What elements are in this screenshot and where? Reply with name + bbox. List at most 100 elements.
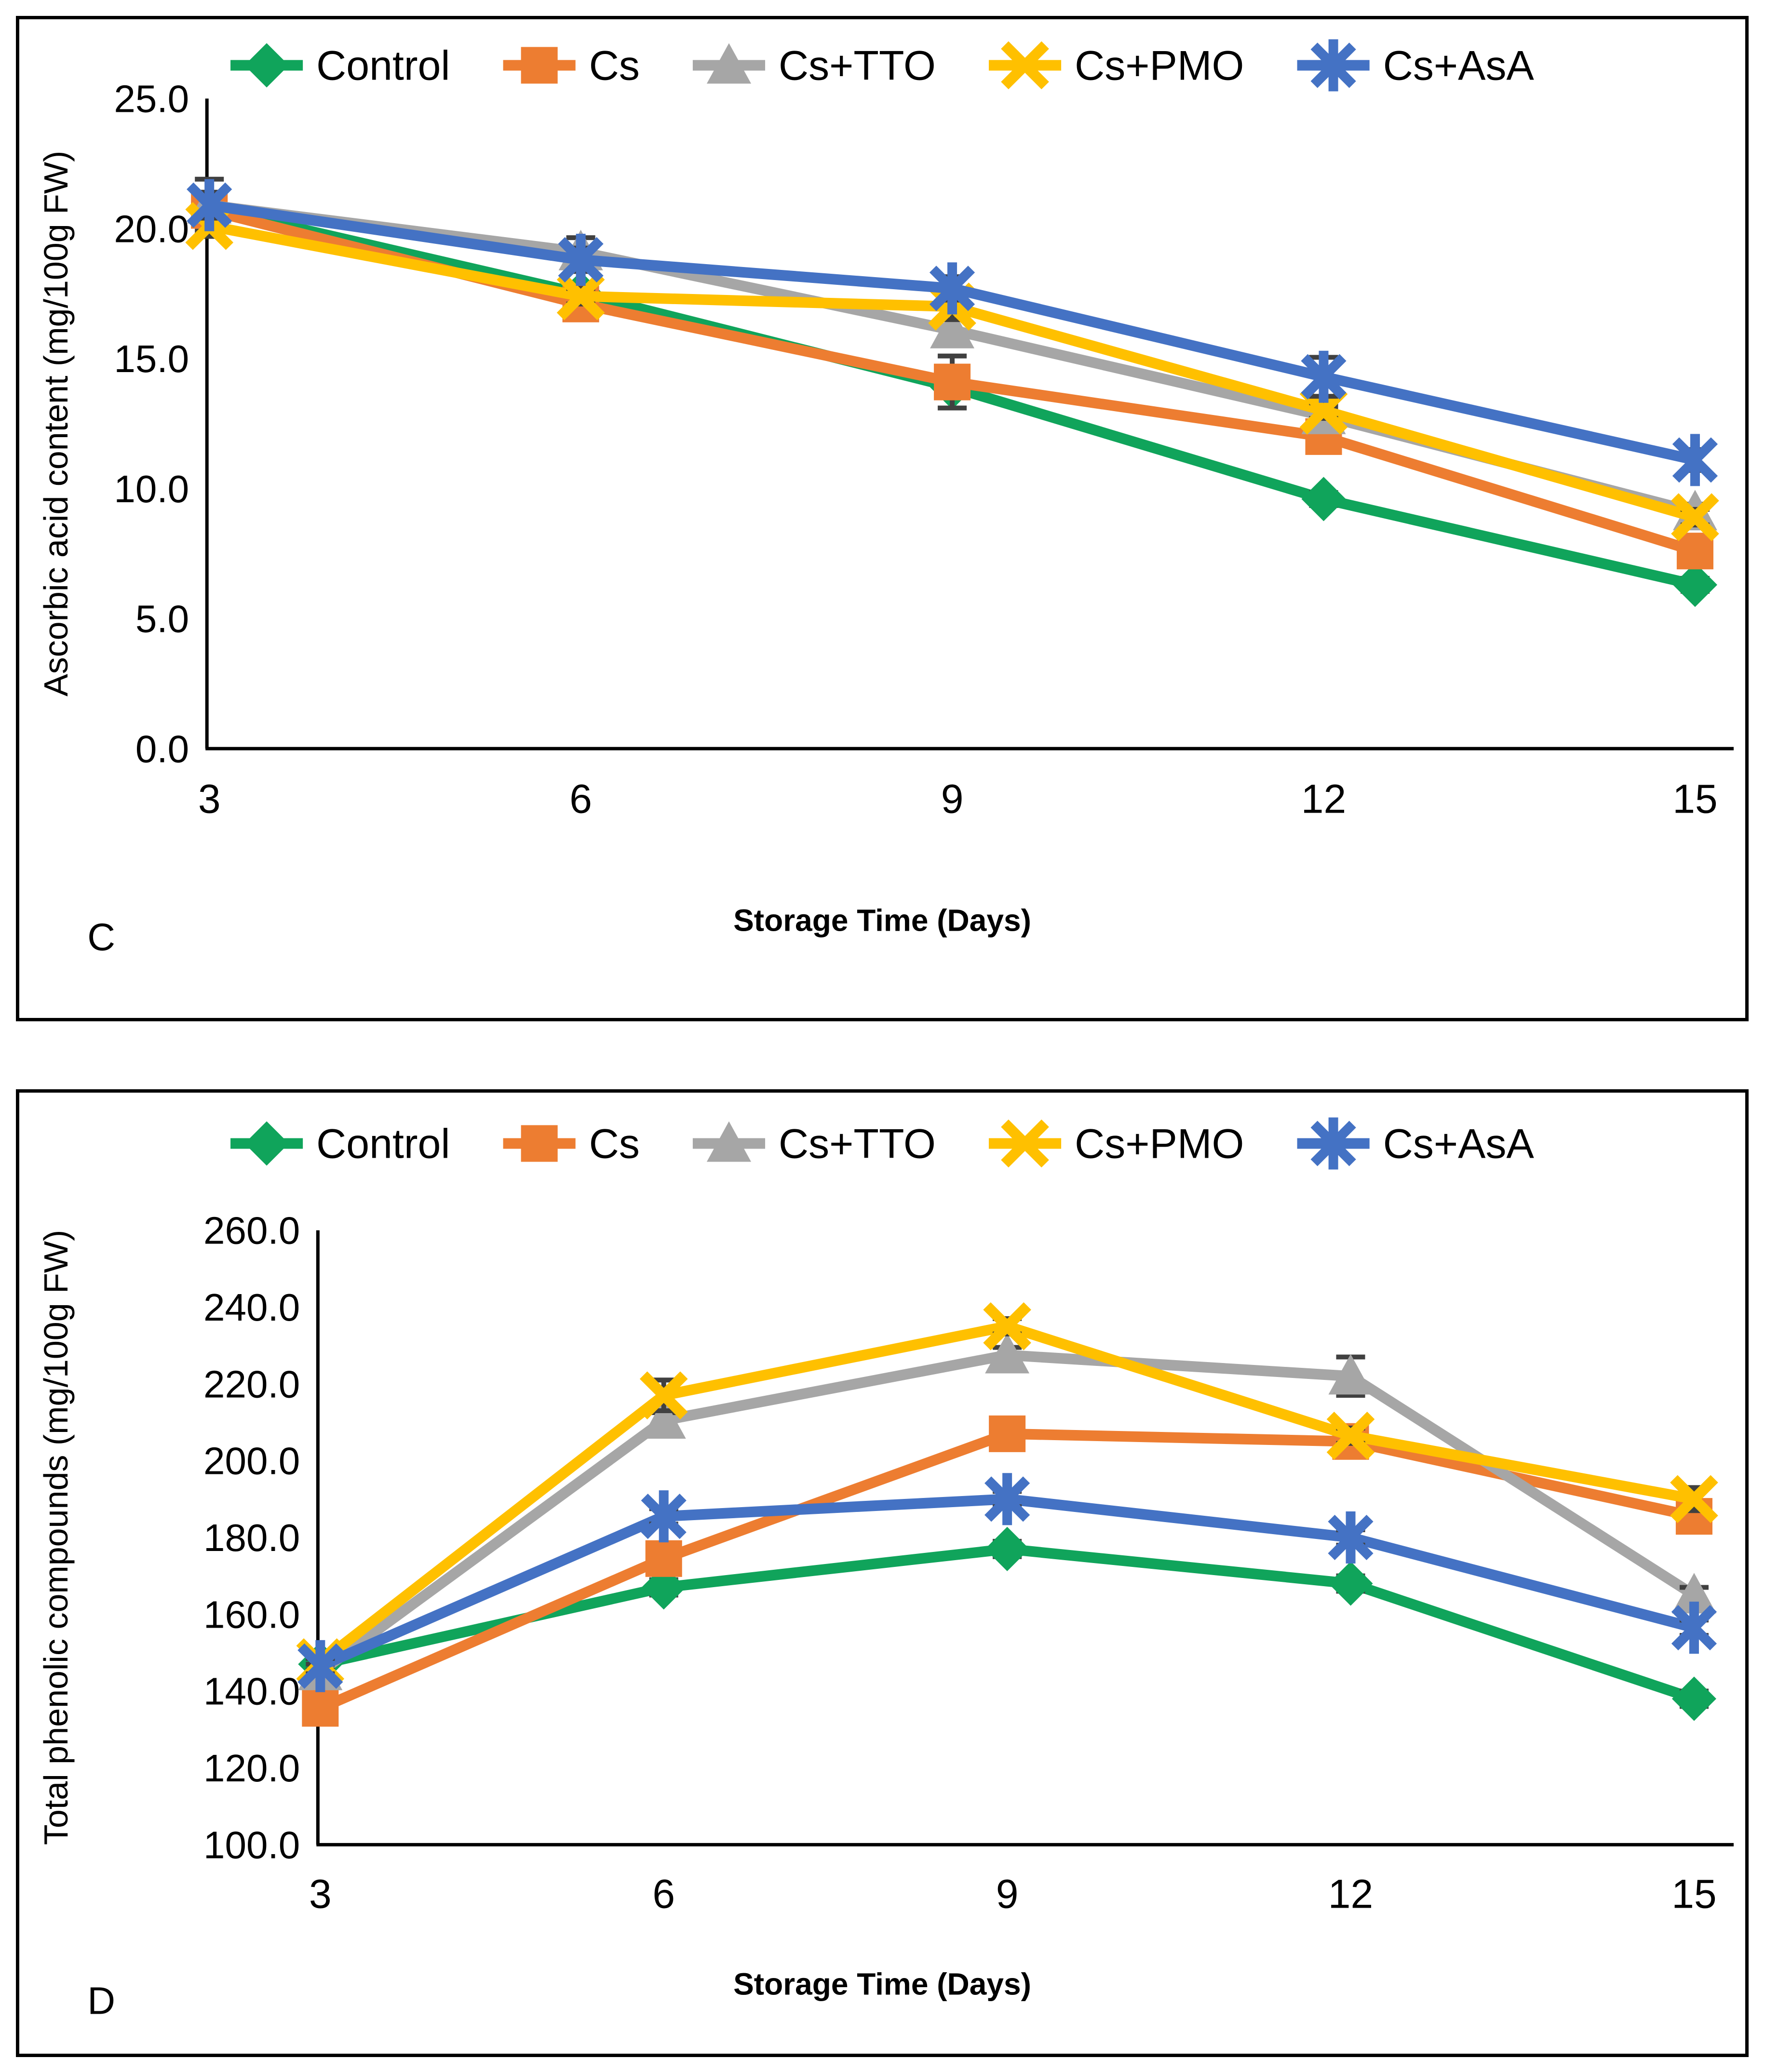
asterisk-marker bbox=[1310, 39, 1356, 92]
asterisk-marker bbox=[929, 262, 975, 315]
x-tick-label: 12 bbox=[1328, 1871, 1373, 1916]
y-tick-label: 200.0 bbox=[203, 1440, 300, 1483]
diamond-marker bbox=[244, 1121, 289, 1166]
legend-item-Cs+AsA: Cs+AsA bbox=[1297, 1117, 1535, 1170]
panel-d: Total phenolic compounds (mg/100g FW) St… bbox=[16, 1089, 1749, 2057]
series-Cs+AsA bbox=[297, 1473, 1717, 1692]
y-tick-label: 160.0 bbox=[203, 1593, 300, 1636]
asterisk-marker bbox=[1328, 1511, 1374, 1564]
y-tick-label: 0.0 bbox=[135, 727, 189, 770]
triangle-marker bbox=[1328, 1354, 1373, 1395]
asterisk-marker bbox=[984, 1473, 1030, 1525]
x-marker bbox=[1326, 1412, 1375, 1460]
legend-item-Control: Control bbox=[230, 42, 450, 89]
square-marker bbox=[645, 1540, 682, 1577]
square-marker bbox=[934, 363, 971, 401]
asterisk-marker bbox=[1672, 434, 1718, 486]
legend: Control Cs Cs+TTO Cs+PMO Cs+AsA bbox=[230, 39, 1535, 92]
y-tick-label: 120.0 bbox=[203, 1747, 300, 1790]
legend-label: Cs+AsA bbox=[1383, 42, 1535, 89]
y-axis-title-d: Total phenolic compounds (mg/100g FW) bbox=[37, 1230, 75, 1845]
asterisk-marker bbox=[641, 1490, 687, 1543]
legend-label: Cs+AsA bbox=[1383, 1121, 1535, 1167]
y-tick-label: 25.0 bbox=[114, 78, 189, 120]
legend-item-Cs+PMO: Cs+PMO bbox=[989, 1119, 1244, 1168]
series-Cs bbox=[191, 192, 1713, 570]
square-marker bbox=[521, 47, 558, 84]
x-axis-title-d: Storage Time (Days) bbox=[733, 1966, 1031, 2001]
legend-label: Control bbox=[316, 1121, 450, 1167]
x-tick-label: 6 bbox=[652, 1871, 675, 1916]
asterisk-marker bbox=[1301, 350, 1347, 403]
asterisk-marker bbox=[187, 179, 232, 231]
legend-item-Cs+TTO: Cs+TTO bbox=[692, 42, 936, 89]
x-tick-label: 3 bbox=[198, 776, 221, 821]
y-tick-label: 10.0 bbox=[114, 468, 189, 510]
triangle-marker bbox=[1671, 1573, 1716, 1614]
y-tick-label: 240.0 bbox=[203, 1286, 300, 1329]
chart-total-phenolics: Total phenolic compounds (mg/100g FW) St… bbox=[37, 1117, 1734, 2022]
legend-label: Cs bbox=[589, 42, 640, 89]
legend-label: Cs+TTO bbox=[779, 1121, 936, 1167]
chart-ascorbic-acid: Ascorbic acid content (mg/100g FW) Stora… bbox=[37, 39, 1734, 959]
diamond-marker bbox=[1671, 1676, 1716, 1721]
x-marker bbox=[983, 1302, 1031, 1350]
x-marker bbox=[1670, 1475, 1718, 1524]
y-tick-label: 140.0 bbox=[203, 1670, 300, 1713]
x-tick-label: 15 bbox=[1672, 776, 1717, 821]
legend-label: Cs+PMO bbox=[1075, 42, 1244, 89]
y-tick-label: 15.0 bbox=[114, 337, 189, 380]
diamond-marker bbox=[1301, 477, 1346, 521]
legend-item-Cs+TTO: Cs+TTO bbox=[692, 1121, 936, 1167]
axes bbox=[205, 98, 1734, 750]
square-marker bbox=[302, 1690, 339, 1727]
triangle-marker bbox=[641, 1398, 686, 1439]
legend-item-Cs: Cs bbox=[503, 42, 640, 89]
y-tick-label: 220.0 bbox=[203, 1363, 300, 1405]
square-marker bbox=[1676, 533, 1713, 570]
legend-label: Cs+TTO bbox=[779, 42, 936, 89]
x-tick-label: 15 bbox=[1671, 1871, 1716, 1916]
square-marker bbox=[521, 1125, 558, 1162]
legend-label: Cs bbox=[589, 1121, 640, 1167]
x-marker bbox=[556, 272, 605, 321]
triangle-marker bbox=[706, 43, 752, 84]
legend-label: Cs+PMO bbox=[1075, 1121, 1244, 1167]
y-tick-label: 180.0 bbox=[203, 1516, 300, 1559]
x-marker bbox=[1001, 1119, 1049, 1168]
plot-area-c: 0.0 5.0 10.0 15.0 20.0 25.0 3 6 9 12 15 Control Cs Cs… bbox=[114, 39, 1734, 821]
square-marker bbox=[989, 1415, 1026, 1452]
x-axis-title-c: Storage Time (Days) bbox=[733, 903, 1031, 937]
y-tick-label: 20.0 bbox=[114, 207, 189, 250]
triangle-marker bbox=[930, 307, 975, 348]
triangle-marker bbox=[985, 1333, 1030, 1374]
y-tick-label: 100.0 bbox=[203, 1823, 300, 1866]
x-tick-label: 9 bbox=[941, 776, 964, 821]
triangle-marker bbox=[706, 1121, 752, 1162]
legend-item-Cs+PMO: Cs+PMO bbox=[989, 41, 1244, 90]
plot-area-d: 100.0 120.0 140.0 160.0 180.0 200.0 220.0 240.0… bbox=[203, 1117, 1734, 1916]
legend-item-Control: Control bbox=[230, 1121, 450, 1167]
asterisk-marker bbox=[1671, 1602, 1717, 1654]
legend-item-Cs+AsA: Cs+AsA bbox=[1297, 39, 1535, 92]
y-tick-label: 260.0 bbox=[203, 1209, 300, 1252]
x-tick-label: 9 bbox=[996, 1871, 1019, 1916]
legend: Control Cs Cs+TTO Cs+PMO Cs+AsA bbox=[230, 1117, 1535, 1170]
series-Cs+AsA bbox=[187, 179, 1718, 486]
diamond-marker bbox=[1328, 1561, 1373, 1606]
x-tick-label: 6 bbox=[569, 776, 592, 821]
y-axis-title-c: Ascorbic acid content (mg/100g FW) bbox=[37, 151, 75, 696]
panel-letter-c: C bbox=[87, 916, 115, 959]
panel-letter-d: D bbox=[87, 1979, 115, 2022]
x-marker bbox=[1001, 41, 1049, 90]
asterisk-marker bbox=[558, 233, 604, 286]
diamond-marker bbox=[244, 43, 289, 88]
diamond-marker bbox=[985, 1526, 1030, 1571]
asterisk-marker bbox=[297, 1640, 343, 1692]
panel-c: Ascorbic acid content (mg/100g FW) Stora… bbox=[16, 16, 1749, 1021]
x-marker bbox=[639, 1371, 688, 1419]
asterisk-marker bbox=[1310, 1117, 1356, 1170]
x-marker bbox=[1671, 493, 1719, 541]
axes bbox=[316, 1230, 1734, 1846]
